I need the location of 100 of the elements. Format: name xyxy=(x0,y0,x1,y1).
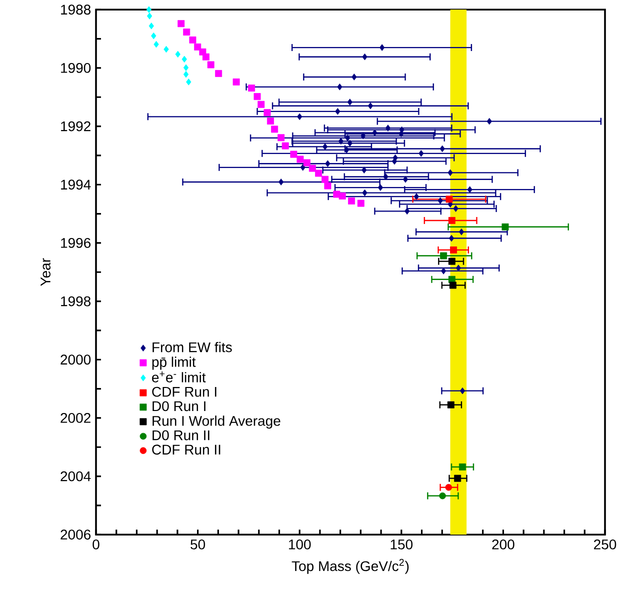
point xyxy=(164,46,169,53)
legend-label: pp̄ limit xyxy=(152,356,196,370)
point xyxy=(440,252,448,260)
point xyxy=(402,176,408,183)
x-tick-label: 100 xyxy=(288,540,311,550)
point xyxy=(322,144,328,150)
point xyxy=(460,388,466,394)
point xyxy=(322,176,329,184)
point xyxy=(467,186,472,194)
point xyxy=(453,205,458,212)
point xyxy=(347,140,352,147)
point xyxy=(448,169,453,176)
point xyxy=(449,282,456,289)
point xyxy=(362,54,368,60)
point xyxy=(414,193,420,200)
point xyxy=(345,134,350,142)
point xyxy=(264,109,271,116)
point xyxy=(146,6,152,14)
point xyxy=(458,464,466,471)
point xyxy=(502,224,509,231)
point xyxy=(278,178,284,186)
point xyxy=(448,258,456,266)
point xyxy=(300,164,306,171)
point xyxy=(446,196,453,203)
point xyxy=(338,192,346,200)
point xyxy=(182,56,187,63)
point xyxy=(385,124,391,132)
legend-label: Run I World Average xyxy=(152,416,280,429)
legend-label: CDF Run I xyxy=(152,387,216,397)
y-tick-label: 1988 xyxy=(61,4,91,15)
point xyxy=(404,208,410,215)
point xyxy=(148,22,154,30)
point xyxy=(183,64,189,72)
point xyxy=(194,44,202,51)
y-tick-label: 1994 xyxy=(61,180,91,190)
x-tick-label: 150 xyxy=(390,540,413,550)
x-tick-label: 200 xyxy=(492,540,514,550)
point xyxy=(271,126,278,133)
point xyxy=(347,98,352,106)
point xyxy=(183,71,189,78)
point xyxy=(175,51,180,58)
y-tick-label: 2000 xyxy=(60,354,91,365)
point xyxy=(445,484,452,491)
point xyxy=(439,492,446,500)
point xyxy=(362,166,367,174)
point xyxy=(303,159,310,166)
point xyxy=(232,78,240,86)
point xyxy=(215,70,222,78)
point xyxy=(379,44,385,52)
point xyxy=(486,118,492,125)
point xyxy=(151,32,156,40)
point xyxy=(324,182,332,190)
point xyxy=(352,74,357,81)
x-tick-label: 50 xyxy=(190,540,206,550)
point xyxy=(448,217,456,224)
point xyxy=(362,190,368,196)
point xyxy=(398,130,404,138)
y-tick-label: 2006 xyxy=(60,530,91,540)
point xyxy=(357,200,364,207)
point xyxy=(458,228,464,236)
point xyxy=(418,150,424,157)
point xyxy=(337,84,342,90)
point xyxy=(392,158,398,165)
point xyxy=(202,54,210,61)
point xyxy=(325,160,330,168)
legend-label: D0 Run I xyxy=(152,401,206,412)
legend-label: e$^{+}$e$^{-}$ limit xyxy=(152,372,206,383)
point xyxy=(258,101,265,108)
point xyxy=(372,130,378,136)
x-tick-label: 0 xyxy=(92,540,100,550)
point xyxy=(338,138,344,145)
point xyxy=(146,12,152,20)
point xyxy=(183,28,190,36)
y-tick-label: 1998 xyxy=(61,296,91,306)
point xyxy=(296,156,304,163)
y-tick-label: 2002 xyxy=(60,413,90,424)
point xyxy=(454,475,462,482)
point xyxy=(297,113,302,120)
point xyxy=(440,146,445,152)
point xyxy=(267,118,274,125)
point xyxy=(448,235,454,242)
point xyxy=(368,102,374,110)
y-tick-label: 2004 xyxy=(60,472,91,482)
point xyxy=(254,93,261,100)
point xyxy=(278,134,285,142)
point xyxy=(360,132,366,140)
point xyxy=(178,20,185,28)
y-tick-label: 1990 xyxy=(61,63,91,74)
point xyxy=(438,197,443,204)
y-tick-label: 1992 xyxy=(61,122,90,132)
point xyxy=(248,84,256,92)
legend-label: CDF Run II xyxy=(152,444,220,455)
point xyxy=(308,164,316,172)
point xyxy=(378,184,384,192)
point xyxy=(154,41,159,48)
point xyxy=(348,198,356,205)
point xyxy=(450,246,458,254)
legend-label: D0 Run II xyxy=(152,430,210,440)
y-axis-title: Year xyxy=(40,258,50,286)
point xyxy=(290,150,298,158)
